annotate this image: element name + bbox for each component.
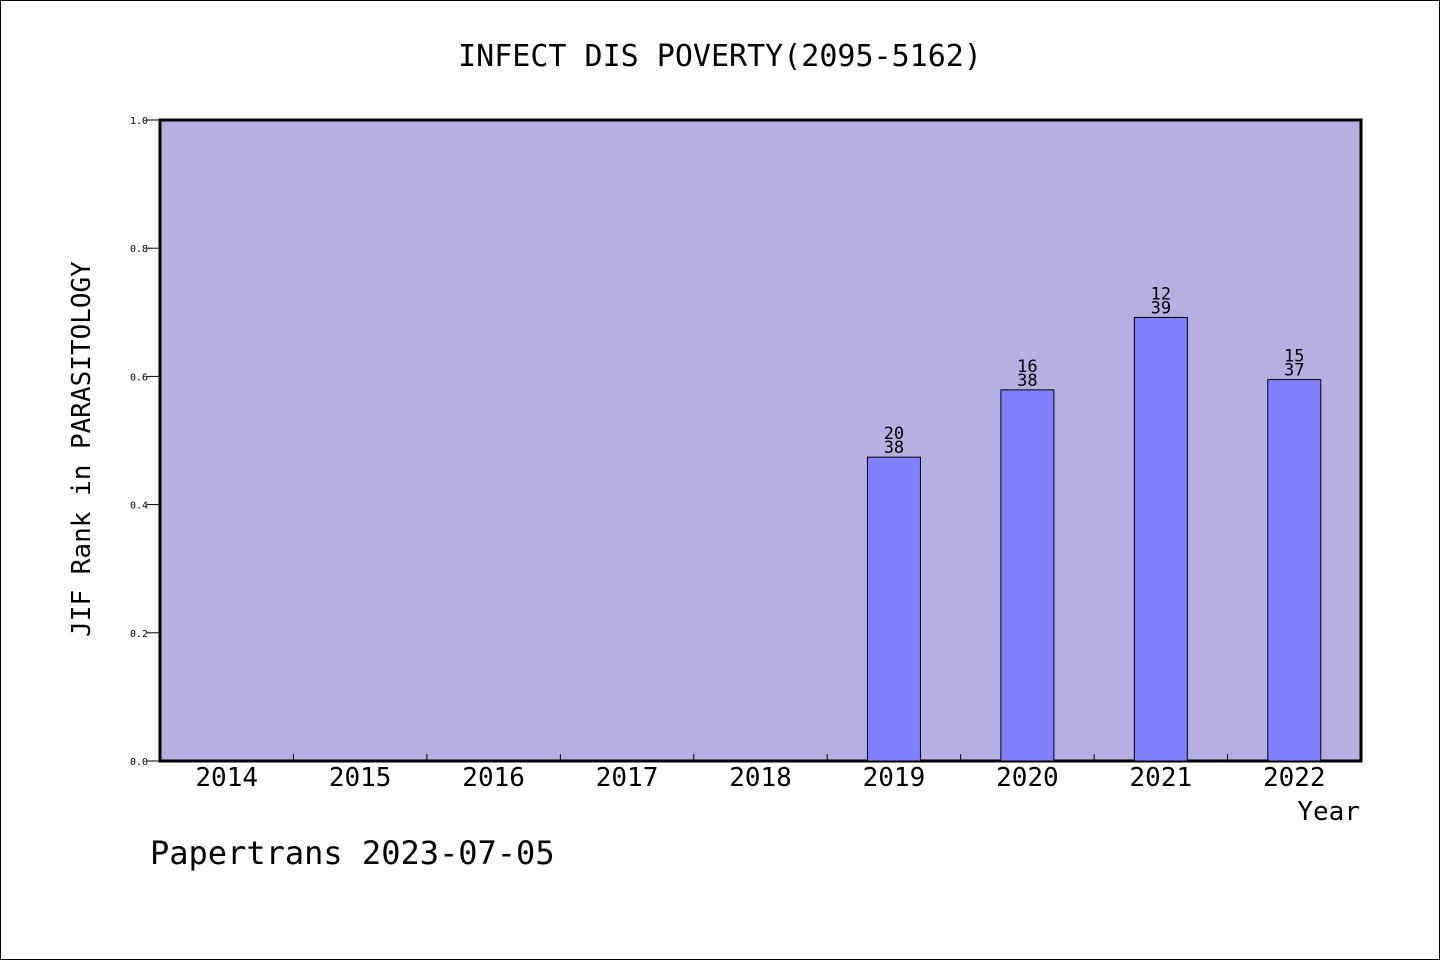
y-axis: 0.0 0.2 0.4 0.6 0.8 1.0 <box>130 116 160 768</box>
bars-group <box>866 316 1322 762</box>
bar-2020 <box>1000 389 1055 762</box>
x-tick-label: 2021 <box>1130 763 1193 793</box>
bar-2019 <box>866 456 921 762</box>
footer-credit: Papertrans 2023-07-05 <box>150 834 555 872</box>
x-tick-label: 2017 <box>596 763 659 793</box>
x-tick-label: 2016 <box>462 763 525 793</box>
y-tick-label: 0.2 <box>130 629 148 640</box>
bar-rank-label: 16 <box>1017 357 1037 377</box>
y-tick-label: 0.4 <box>130 501 148 512</box>
x-tick-label: 2022 <box>1263 763 1326 793</box>
x-tick-label: 2020 <box>996 763 1059 793</box>
x-tick-label: 2015 <box>329 763 392 793</box>
y-tick-label: 0.8 <box>130 244 148 255</box>
bar-total-label: 39 <box>1151 298 1171 318</box>
bar-total-label: 37 <box>1284 361 1304 381</box>
bar-2022 <box>1267 379 1322 762</box>
bar-total-label: 38 <box>1017 371 1037 391</box>
y-tick-label: 0.0 <box>130 757 148 768</box>
x-tick-label: 2014 <box>195 763 258 793</box>
x-tick-label: 2019 <box>863 763 926 793</box>
bar-rank-label: 12 <box>1151 284 1171 304</box>
chart-title: INFECT DIS POVERTY(2095-5162) <box>458 39 982 74</box>
x-tick-label: 2018 <box>729 763 792 793</box>
bar-rank-label: 20 <box>884 424 904 444</box>
bar-rank-label: 15 <box>1284 347 1304 367</box>
x-axis: 2014 2015 2016 2017 2018 2019 2020 2021 2022 <box>195 754 1326 793</box>
y-tick-label: 0.6 <box>130 372 148 383</box>
y-axis-label: JIF Rank in PARASITOLOGY <box>67 261 97 637</box>
x-axis-label: Year <box>1297 797 1360 827</box>
bar-total-label: 38 <box>884 438 904 458</box>
y-tick-label: 1.0 <box>130 116 148 127</box>
bar-2021 <box>1133 316 1188 762</box>
